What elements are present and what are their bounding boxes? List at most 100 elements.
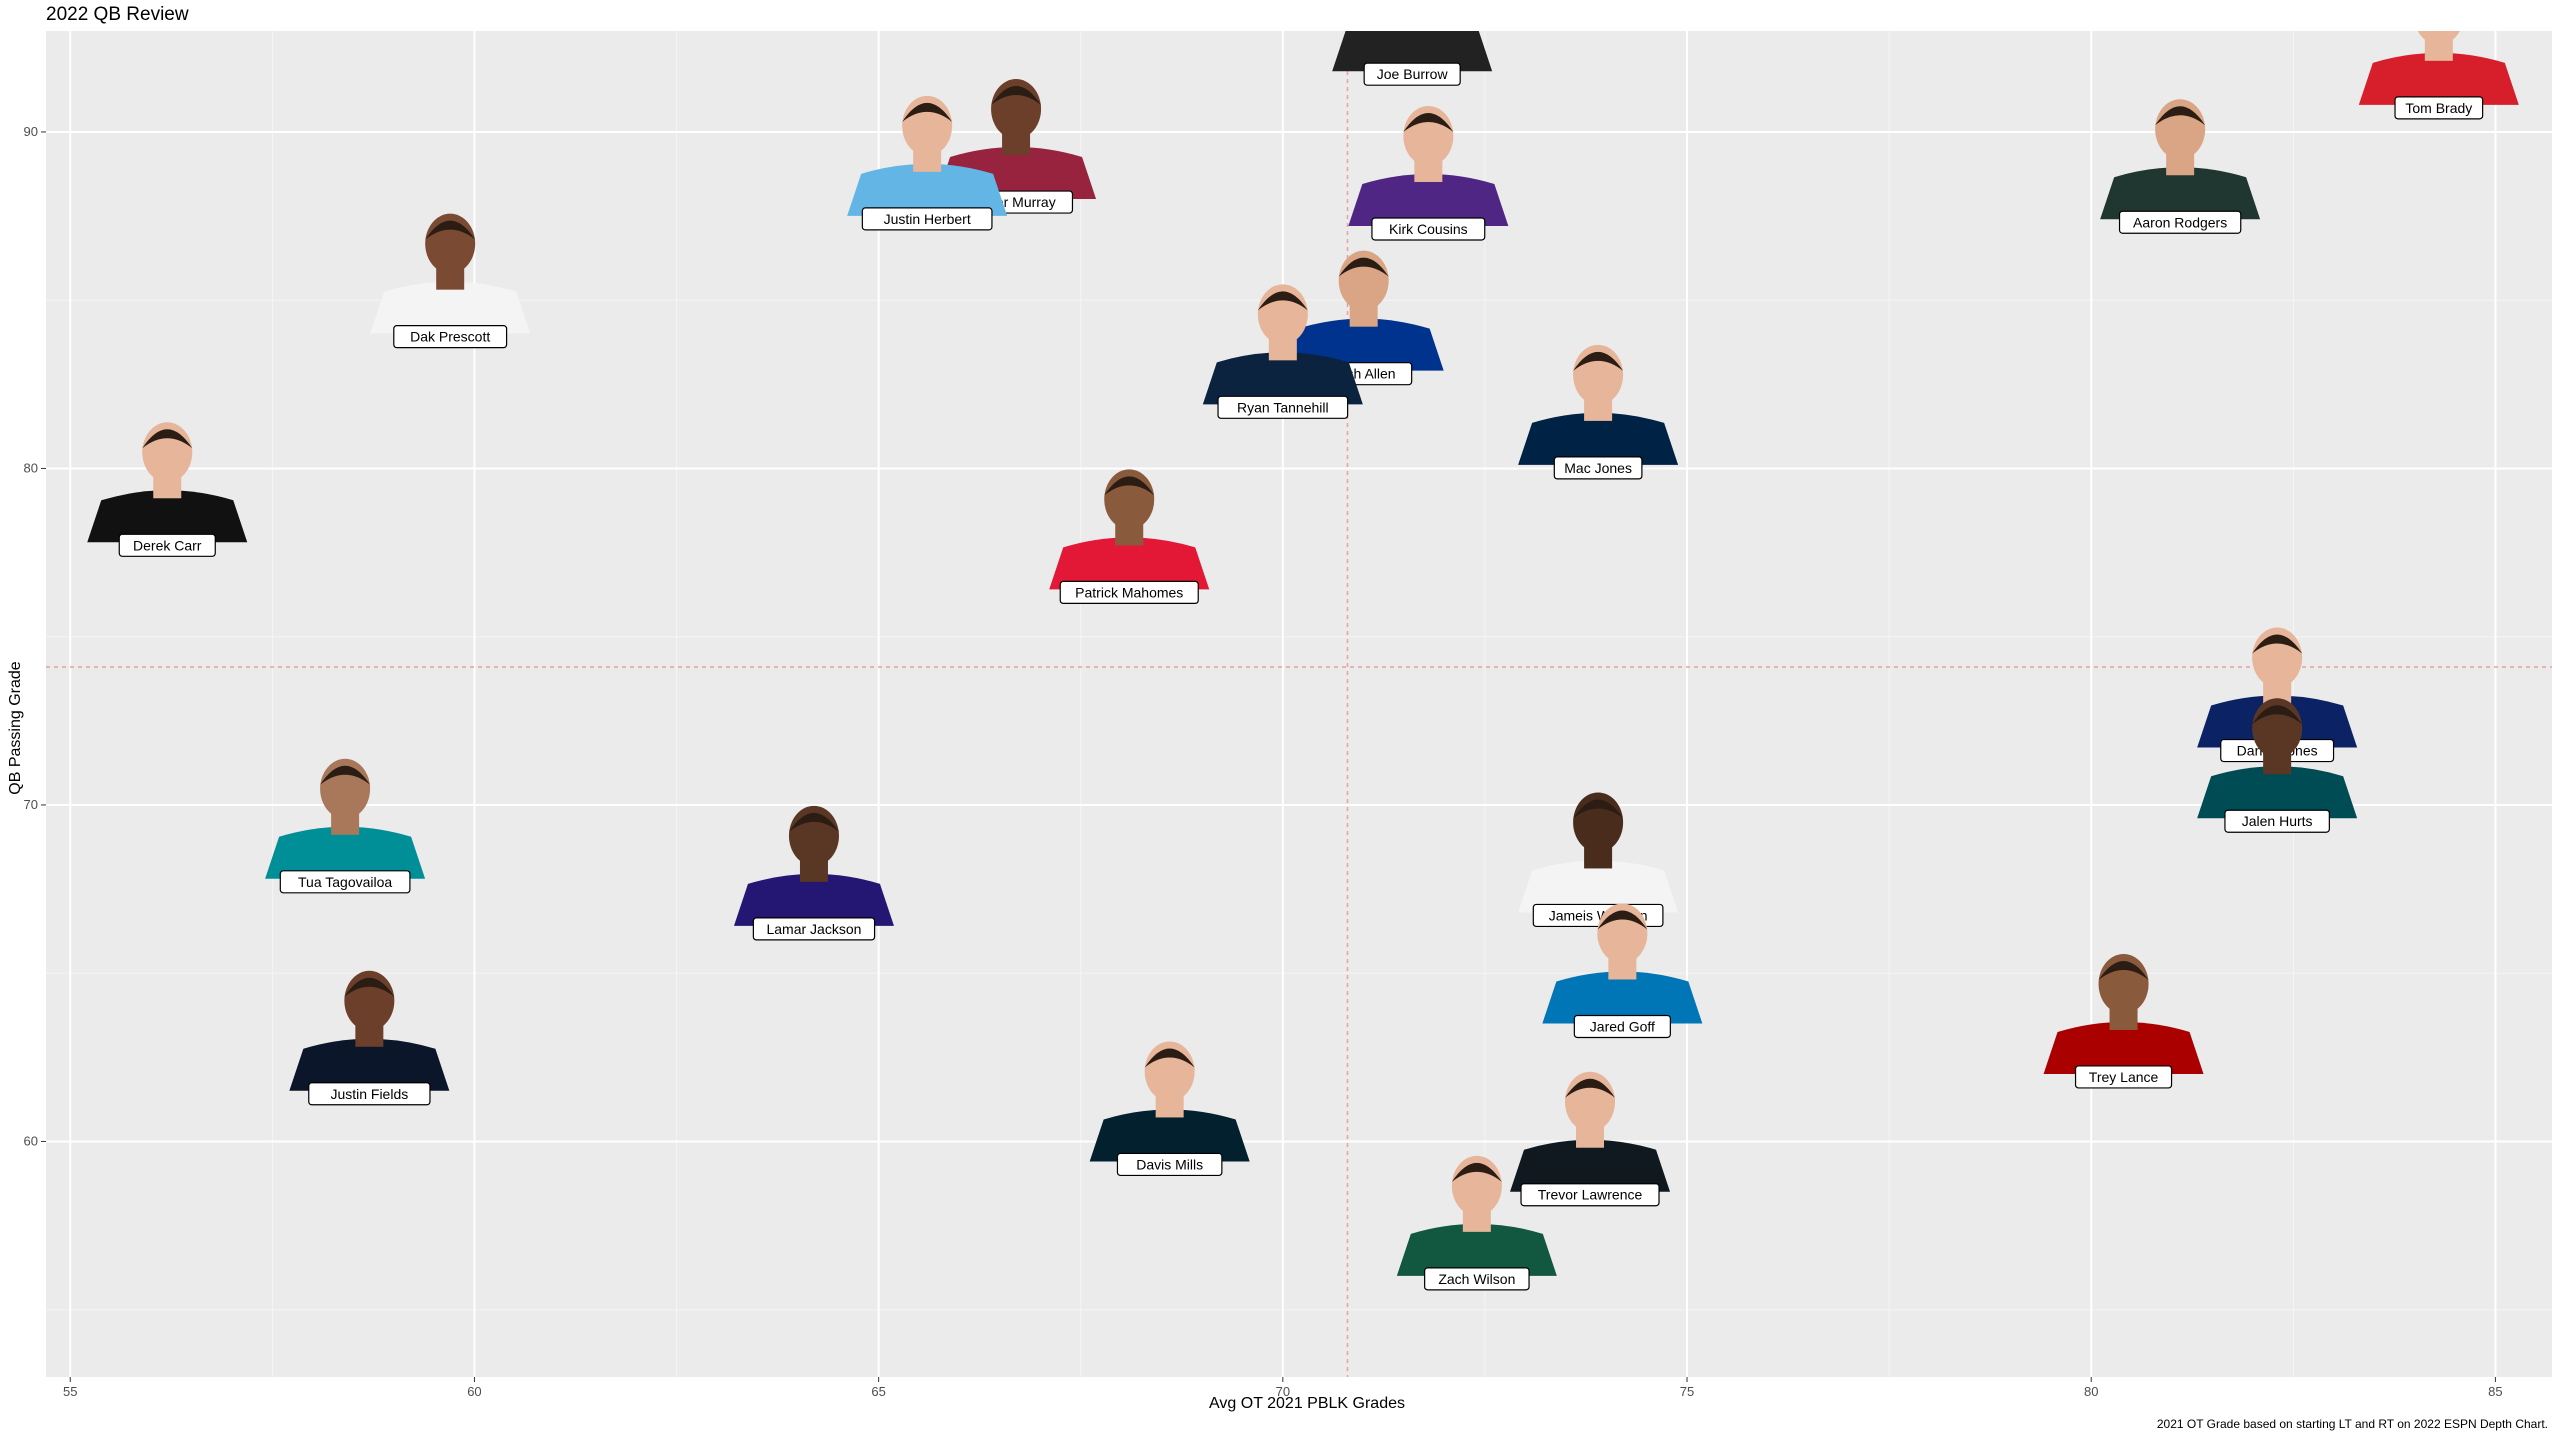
label-box: [1573, 1014, 1671, 1039]
label-box: [2394, 96, 2484, 120]
player-hair: [902, 102, 953, 122]
point-label: Trevor Lawrence: [1538, 1187, 1643, 1203]
player-label: Aaron Rodgers: [2118, 210, 2242, 234]
x-tick-label: 80: [2084, 1384, 2098, 1399]
player-hair: [1104, 476, 1155, 496]
player-head: [2417, 31, 2460, 45]
player-hair: [1144, 1048, 1195, 1068]
x-tick-label: 75: [1680, 1384, 1694, 1399]
point-label: Justin Herbert: [884, 211, 971, 227]
player-jersey: [1348, 173, 1509, 226]
y-tick-label: 80: [24, 460, 38, 475]
player-hair: [320, 765, 371, 785]
label-box: [1363, 62, 1461, 86]
player-hair: [2252, 634, 2303, 654]
point-label: Tua Tagovailoa: [298, 874, 392, 890]
point-label: Dak Prescott: [410, 329, 490, 345]
player-label: Justin Herbert: [861, 207, 993, 231]
player-jersey: [847, 163, 1008, 216]
x-tick-label: 85: [2488, 1384, 2502, 1399]
player-jersey: [1518, 412, 1679, 465]
x-tick-label: 70: [1276, 1384, 1290, 1399]
qb-point: Dak Prescott: [370, 213, 531, 349]
label-box: [393, 325, 508, 349]
label-box: [1371, 217, 1486, 241]
point-label: Ryan Tannehill: [1237, 399, 1329, 415]
qb-point: Derek Carr: [87, 422, 248, 557]
point-label: Trey Lance: [2089, 1069, 2159, 1085]
player-label: Ryan Tannehill: [1217, 395, 1349, 419]
point-label: Jared Goff: [1590, 1018, 1655, 1034]
label-box: [2118, 210, 2242, 234]
player-label: Mac Jones: [1553, 456, 1643, 480]
qb-point: Ryan Tannehill: [1202, 284, 1363, 419]
player-hair: [425, 220, 476, 240]
player-label: Zach Wilson: [1424, 1267, 1530, 1291]
point-label: Mac Jones: [1564, 460, 1632, 476]
label-box: [1059, 580, 1199, 605]
player-label: Trey Lance: [2074, 1065, 2173, 1089]
qb-point: Tua Tagovailoa: [265, 758, 426, 894]
qb-point: Zach Wilson: [1396, 1155, 1557, 1291]
player-hair: [2252, 705, 2303, 725]
player-label: Lamar Jackson: [752, 917, 876, 941]
player-jersey: [87, 490, 248, 543]
label-box: [752, 917, 876, 941]
player-label: Jalen Hurts: [2224, 809, 2330, 833]
player-jersey: [2197, 766, 2358, 819]
player-label: Patrick Mahomes: [1059, 580, 1199, 605]
player-hair: [1257, 291, 1308, 311]
qb-point: Justin Herbert: [847, 95, 1008, 231]
player-hair: [1573, 351, 1624, 371]
label-box: [1553, 456, 1643, 480]
player-hair: [1451, 1162, 1502, 1182]
label-box: [1116, 1152, 1223, 1177]
player-jersey: [289, 1038, 450, 1091]
player-jersey: [370, 281, 531, 334]
x-tick-label: 60: [467, 1384, 481, 1399]
point-label: Derek Carr: [133, 537, 202, 553]
player-jersey: [1089, 1109, 1250, 1162]
player-label: Daniel Jones: [2220, 738, 2335, 763]
axis-ticks: 55 60 65 70 75 80 85 60 70 80 90: [24, 124, 2503, 1399]
player-hair: [344, 977, 395, 997]
qb-point: Patrick Mahomes: [1049, 469, 1210, 605]
player-hair: [1565, 1078, 1616, 1098]
player-label: Jared Goff: [1573, 1014, 1671, 1039]
player-label: Tua Tagovailoa: [279, 870, 411, 894]
point-label: Jalen Hurts: [2242, 813, 2313, 829]
y-tick-label: 60: [24, 1133, 38, 1148]
x-axis-label: Avg OT 2021 PBLK Grades: [1209, 1395, 1405, 1412]
player-jersey: [1202, 352, 1363, 405]
qb-point: Lamar Jackson: [733, 805, 894, 941]
player-jersey: [1510, 1139, 1671, 1192]
qb-point: Trey Lance: [2043, 953, 2204, 1089]
player-hair: [1597, 910, 1648, 930]
player-neck: [1398, 1, 1426, 27]
player-hair: [1573, 799, 1624, 819]
qb-point: Justin Fields: [289, 970, 450, 1106]
qb-point: Jared Goff: [1542, 903, 1703, 1039]
label-box: [1217, 395, 1349, 419]
player-hair: [991, 86, 1042, 106]
player-label: Trevor Lawrence: [1520, 1183, 1660, 1207]
label-box: [2074, 1065, 2173, 1089]
reference-lines: [46, 31, 2552, 1377]
player-jersey: [733, 873, 894, 926]
label-box: [1520, 1183, 1660, 1207]
player-label: Derek Carr: [118, 533, 216, 557]
label-box: [279, 870, 411, 894]
qb-point: Tom Brady: [2358, 31, 2519, 120]
label-box: [118, 533, 216, 557]
player-jersey: [2043, 1021, 2204, 1074]
player-jersey: [1049, 537, 1210, 590]
player-label: Davis Mills: [1116, 1152, 1223, 1177]
point-label: Lamar Jackson: [766, 921, 861, 937]
player-jersey: [2358, 52, 2519, 105]
qb-point: Aaron Rodgers: [2100, 99, 2261, 234]
player-hair: [2155, 106, 2206, 126]
player-label: Kirk Cousins: [1371, 217, 1486, 241]
player-jersey: [265, 826, 426, 879]
